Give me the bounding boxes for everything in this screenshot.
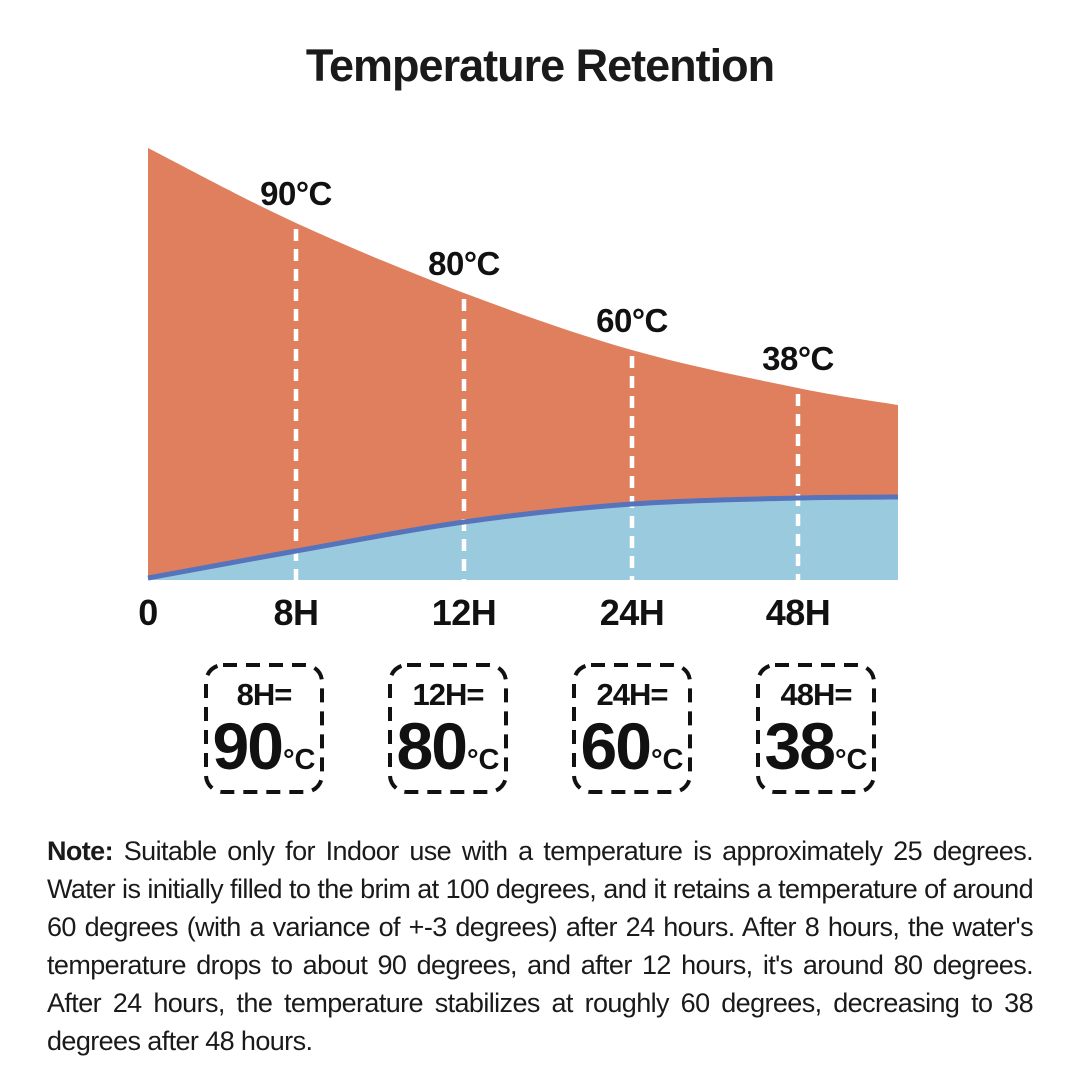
cold-area <box>148 497 898 580</box>
box-temp-number: 60 <box>580 708 652 783</box>
summary-box-12h: 12H= 80 °C <box>387 662 509 795</box>
box-hours-label: 24H= <box>596 676 669 712</box>
summary-box-24h: 24H= 60 °C <box>571 662 693 795</box>
box-temp-number: 80 <box>396 708 468 783</box>
summary-box-48h: 48H= 38 °C <box>755 662 877 795</box>
summary-box-8h: 8H= 90 °C <box>203 662 325 795</box>
x-axis-tick-label: 48H <box>766 592 831 633</box>
box-temp-number: 90 <box>212 708 284 783</box>
retention-chart-svg: 90°C 80°C 60°C 38°C 0 8H 12H 24H 48H <box>138 148 899 633</box>
box-temp-value: 80 °C <box>396 708 500 783</box>
temp-point-label: 60°C <box>596 302 668 339</box>
box-temp-unit: °C <box>650 743 684 776</box>
box-temp-unit: °C <box>834 743 868 776</box>
temp-point-label: 80°C <box>428 245 500 282</box>
note-text: Suitable only for Indoor use with a temp… <box>47 836 1034 1056</box>
box-temp-unit: °C <box>282 743 316 776</box>
x-axis-tick-label: 24H <box>600 592 665 633</box>
box-hours-label: 8H= <box>236 676 293 712</box>
box-hours-label: 48H= <box>780 676 853 712</box>
retention-chart: 90°C 80°C 60°C 38°C 0 8H 12H 24H 48H <box>138 148 899 648</box>
box-temp-value: 38 °C <box>764 708 868 783</box>
note-label: Note: <box>47 836 114 866</box>
summary-boxes-row: 8H= 90 °C 12H= 80 °C 24H= 60 °C <box>0 662 1080 795</box>
temp-point-label: 90°C <box>260 175 332 212</box>
x-axis-tick-label: 0 <box>138 592 158 633</box>
x-axis-tick-label: 12H <box>432 592 497 633</box>
cold-boundary-line <box>147 494 899 581</box>
box-temp-unit: °C <box>466 743 500 776</box>
note-paragraph: Note: Suitable only for Indoor use with … <box>47 832 1034 1060</box>
hot-area <box>148 148 898 580</box>
box-temp-value: 90 °C <box>212 708 316 783</box>
page-title: Temperature Retention <box>305 40 775 91</box>
box-temp-number: 38 <box>764 708 836 783</box>
box-temp-value: 60 °C <box>580 708 684 783</box>
box-hours-label: 12H= <box>412 676 485 712</box>
x-axis-tick-label: 8H <box>273 592 318 633</box>
temp-point-label: 38°C <box>762 340 834 377</box>
